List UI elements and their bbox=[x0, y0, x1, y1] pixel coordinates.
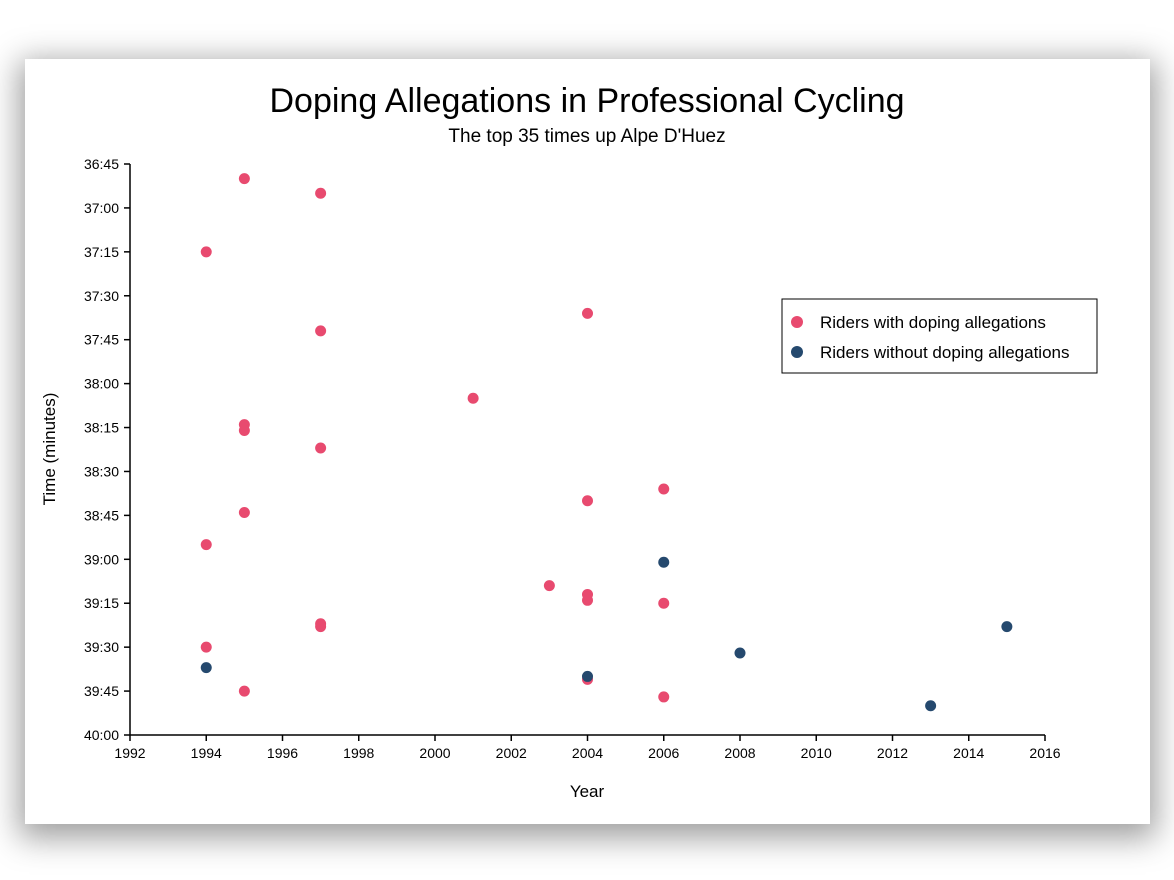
x-tick-label: 2004 bbox=[572, 745, 603, 761]
data-point-doping[interactable] bbox=[200, 539, 212, 551]
data-point-doping[interactable] bbox=[315, 621, 327, 633]
x-tick-label: 2012 bbox=[877, 745, 908, 761]
y-axis-label: Time (minutes) bbox=[40, 393, 59, 506]
data-point-clean[interactable] bbox=[658, 556, 670, 568]
data-point-doping[interactable] bbox=[200, 246, 212, 258]
y-tick-label: 39:45 bbox=[84, 683, 119, 699]
data-point-doping[interactable] bbox=[582, 307, 593, 319]
legend-marker-clean bbox=[791, 346, 803, 358]
y-tick-label: 37:15 bbox=[84, 244, 119, 260]
data-point-doping[interactable] bbox=[315, 442, 327, 454]
y-tick-label: 38:30 bbox=[84, 463, 119, 479]
data-point-doping[interactable] bbox=[238, 424, 250, 436]
data-point-doping[interactable] bbox=[315, 325, 327, 337]
data-point-doping[interactable] bbox=[658, 483, 670, 495]
data-point-doping[interactable] bbox=[238, 173, 250, 185]
data-point-doping[interactable] bbox=[238, 506, 250, 518]
x-tick-label: 1998 bbox=[343, 745, 374, 761]
x-tick-label: 2000 bbox=[419, 745, 450, 761]
x-tick-label: 2002 bbox=[496, 745, 527, 761]
data-point-clean[interactable] bbox=[925, 700, 937, 712]
x-tick-label: 2016 bbox=[1029, 745, 1060, 761]
x-axis: 1992 1994 1996 1998 2000 2002 2004 2006 2008 2010… bbox=[114, 734, 1061, 761]
data-point-doping[interactable] bbox=[467, 392, 479, 404]
legend-marker-doping bbox=[791, 316, 803, 328]
y-tick-label: 38:45 bbox=[84, 507, 119, 523]
data-point-doping[interactable] bbox=[582, 594, 593, 606]
x-tick-label: 1992 bbox=[114, 745, 145, 761]
x-tick-label: 2010 bbox=[801, 745, 832, 761]
y-tick-label: 36:45 bbox=[84, 156, 119, 172]
chart-title: Doping Allegations in Professional Cycli… bbox=[269, 82, 904, 120]
y-tick-label: 40:00 bbox=[84, 727, 119, 743]
data-point-doping[interactable] bbox=[543, 580, 555, 592]
y-tick-label: 37:45 bbox=[84, 332, 119, 348]
y-tick-label: 37:00 bbox=[84, 200, 119, 216]
chart-card: Doping Allegations in Professional Cycli… bbox=[25, 59, 1150, 824]
chart-subtitle: The top 35 times up Alpe D'Huez bbox=[448, 126, 725, 147]
legend: Riders with doping allegations Riders wi… bbox=[781, 298, 1098, 374]
y-tick-label: 38:15 bbox=[84, 420, 119, 436]
x-axis-label: Year bbox=[570, 782, 605, 801]
data-point-doping[interactable] bbox=[200, 641, 212, 653]
data-point-clean[interactable] bbox=[200, 662, 212, 674]
y-tick-label: 38:00 bbox=[84, 376, 119, 392]
data-point-clean[interactable] bbox=[582, 670, 593, 682]
data-point-doping[interactable] bbox=[658, 691, 670, 703]
legend-label-doping: Riders with doping allegations bbox=[820, 313, 1046, 332]
data-point-doping[interactable] bbox=[238, 685, 250, 697]
data-point-doping[interactable] bbox=[658, 597, 670, 609]
y-tick-label: 39:00 bbox=[84, 551, 119, 567]
scatter-chart: Doping Allegations in Professional Cycli… bbox=[40, 82, 1098, 801]
x-tick-label: 2008 bbox=[724, 745, 755, 761]
x-tick-label: 1996 bbox=[267, 745, 298, 761]
y-tick-label: 39:30 bbox=[84, 639, 119, 655]
data-point-clean[interactable] bbox=[1001, 621, 1013, 633]
x-tick-label: 2006 bbox=[648, 745, 679, 761]
x-tick-label: 1994 bbox=[191, 745, 222, 761]
y-axis: 36:45 37:00 37:15 37:30 37:45 38:00 38:15 38:30… bbox=[84, 156, 131, 743]
y-tick-label: 37:30 bbox=[84, 288, 119, 304]
data-points bbox=[200, 173, 1013, 712]
legend-box bbox=[781, 298, 1098, 374]
data-point-clean[interactable] bbox=[734, 647, 746, 659]
legend-label-clean: Riders without doping allegations bbox=[820, 343, 1070, 362]
data-point-doping[interactable] bbox=[315, 187, 327, 199]
y-tick-label: 39:15 bbox=[84, 595, 119, 611]
data-point-doping[interactable] bbox=[582, 495, 593, 507]
x-tick-label: 2014 bbox=[953, 745, 984, 761]
